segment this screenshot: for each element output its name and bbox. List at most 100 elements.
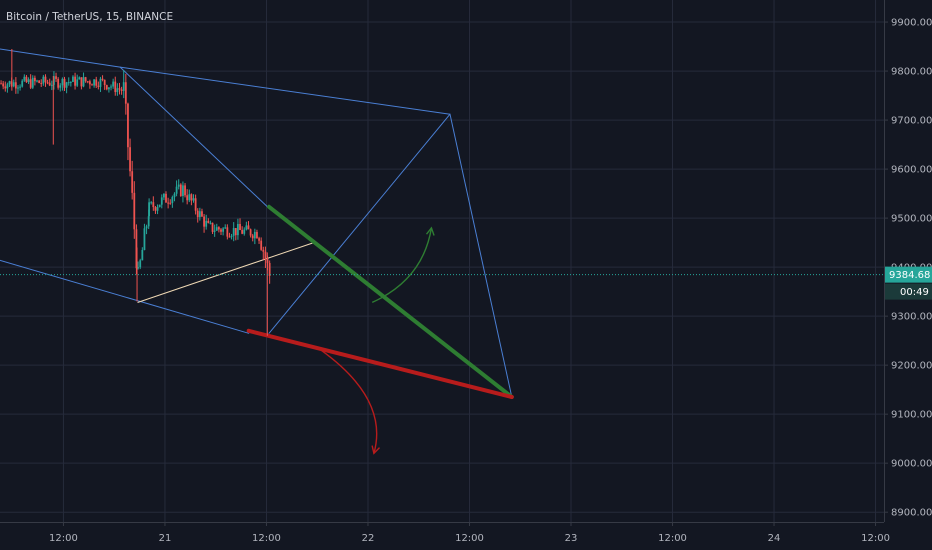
candle <box>135 224 138 275</box>
chart-arrows[interactable] <box>321 226 435 455</box>
candle <box>177 179 180 190</box>
curved-arrow-2[interactable] <box>321 349 378 454</box>
x-tick-label: 21 <box>159 533 172 544</box>
candle <box>182 181 184 203</box>
arrow-head-2 <box>371 445 381 455</box>
candle <box>103 79 106 90</box>
candle <box>53 71 55 90</box>
candle <box>211 222 214 235</box>
x-tick-label: 12:00 <box>658 533 687 544</box>
x-tick-label: 12:00 <box>49 533 78 544</box>
candle <box>21 79 24 88</box>
candle <box>224 224 227 229</box>
candle <box>228 232 231 238</box>
x-tick-label: 12:00 <box>455 533 484 544</box>
candle <box>99 76 102 93</box>
candle <box>241 226 244 235</box>
candle <box>192 194 195 203</box>
trendline-3[interactable] <box>0 259 250 334</box>
candle <box>23 74 26 82</box>
trendline-5[interactable] <box>268 113 451 334</box>
candle <box>40 79 43 87</box>
trendline-2[interactable] <box>119 66 451 115</box>
candle <box>143 223 146 251</box>
candle <box>19 84 21 91</box>
candle <box>188 189 191 203</box>
candle <box>122 70 125 99</box>
candle <box>55 72 57 82</box>
candle <box>251 233 254 242</box>
chart-title: Bitcoin / TetherUS, 15, BINANCE <box>6 11 173 23</box>
candle <box>50 80 53 91</box>
x-tick-label: 23 <box>565 533 578 544</box>
candle <box>112 78 115 89</box>
y-tick-label: 9200.00 <box>891 361 932 372</box>
chart-drawings[interactable] <box>0 48 514 399</box>
trendline-8[interactable] <box>267 204 514 399</box>
candle <box>207 218 210 224</box>
candle <box>4 81 7 92</box>
candle <box>253 228 256 245</box>
candle <box>222 227 225 236</box>
trendline-4[interactable] <box>119 66 270 209</box>
candle <box>2 80 5 90</box>
candle <box>33 75 36 86</box>
candle <box>27 77 30 85</box>
time-axis[interactable] <box>0 522 932 550</box>
y-tick-label: 9000.00 <box>891 459 932 470</box>
curved-arrow-1[interactable] <box>371 227 433 304</box>
candle <box>141 247 144 261</box>
x-tick-label: 12:00 <box>252 533 281 544</box>
candle <box>42 74 45 86</box>
candle <box>262 246 265 260</box>
candle <box>78 76 81 80</box>
candle <box>137 261 139 270</box>
candles <box>0 49 271 336</box>
candle <box>76 74 79 87</box>
candle <box>118 82 121 95</box>
candle <box>139 258 142 270</box>
y-tick-label: 9600.00 <box>891 165 932 176</box>
candle <box>201 208 203 218</box>
candle <box>179 183 182 197</box>
y-tick-label: 8900.00 <box>891 508 932 519</box>
candle <box>57 77 60 90</box>
candle <box>63 76 66 91</box>
candle <box>205 214 208 230</box>
candle <box>165 191 167 203</box>
candle <box>154 205 157 214</box>
trendline-7[interactable] <box>137 242 315 303</box>
candle <box>150 201 153 205</box>
candle <box>48 78 51 87</box>
trendline-6[interactable] <box>449 113 513 398</box>
candle <box>173 192 176 202</box>
candle <box>93 78 96 88</box>
candle <box>14 77 17 94</box>
candle <box>12 79 15 88</box>
candle <box>156 204 159 215</box>
candle <box>249 228 252 238</box>
candle <box>158 204 161 208</box>
candle <box>160 194 163 209</box>
x-tick-label: 12:00 <box>861 533 890 544</box>
candle <box>74 72 76 90</box>
last-price-label: 9384.68 <box>889 270 930 281</box>
candle <box>131 160 134 200</box>
arrow-head-1 <box>425 226 435 236</box>
candle <box>256 229 258 239</box>
x-tick-label: 24 <box>768 533 781 544</box>
candle <box>162 193 165 201</box>
trendline-1[interactable] <box>0 48 121 68</box>
candle <box>86 80 89 84</box>
candle <box>44 74 47 87</box>
candle <box>152 196 155 211</box>
candle <box>105 84 108 91</box>
candle <box>203 213 205 233</box>
candle <box>67 77 70 86</box>
candle <box>82 72 85 88</box>
trendline-9[interactable] <box>246 328 514 399</box>
candle <box>239 218 241 231</box>
candle <box>6 82 9 93</box>
